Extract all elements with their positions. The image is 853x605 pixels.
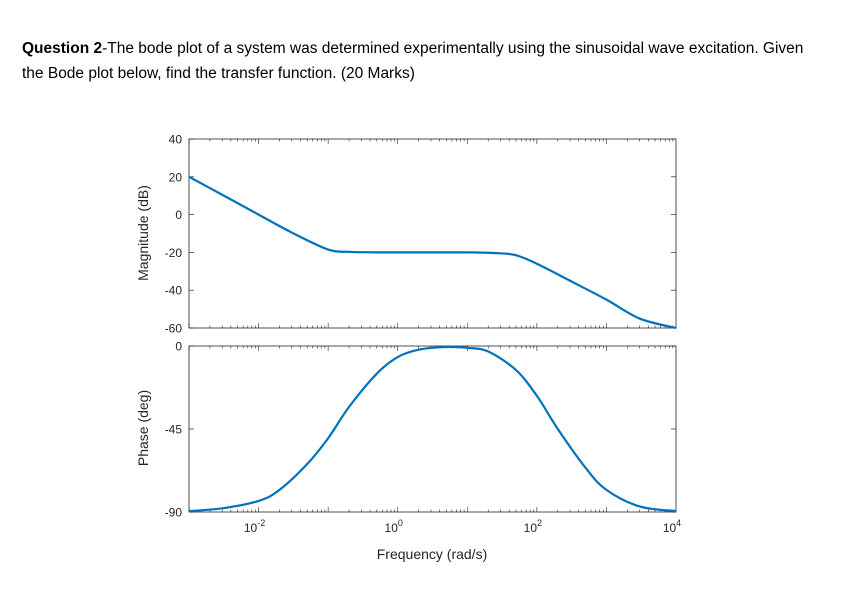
magnitude-y-tick-label: -20 [165,246,183,260]
question-label: Question 2 [22,40,103,57]
frequency-x-tick-label: 104 [663,518,681,535]
phase-y-tick-label: 0 [175,340,182,354]
phase-ylabel: Phase (deg) [135,390,151,466]
phase-series-line [188,345,677,513]
question-text: Question 2-The bode plot of a system was… [22,36,822,86]
frequency-x-tick-label: 100 [385,518,403,535]
magnitude-y-tick-label: 0 [175,208,182,222]
magnitude-axes: 40 20 0 -20 -40 -60 [165,133,677,336]
question-body: -The bode plot of a system was determine… [22,40,804,82]
magnitude-y-tick-label: 20 [169,170,183,184]
frequency-x-tick-label: 10-2 [244,518,265,535]
magnitude-ylabel: Magnitude (dB) [135,185,151,281]
phase-y-tick-label: -90 [165,506,183,520]
magnitude-y-tick-label: -60 [165,322,183,336]
phase-axes: 0 -45 -90 10-2 100 102 104 [165,340,682,536]
magnitude-axes-box [188,138,677,329]
magnitude-series-line [188,175,677,330]
phase-y-tick-label: -45 [165,423,183,437]
frequency-x-tick-label: 102 [524,518,542,535]
magnitude-y-tick-label: 40 [169,133,183,147]
frequency-xlabel: Frequency (rad/s) [377,546,487,562]
magnitude-y-tick-label: -40 [165,284,183,298]
